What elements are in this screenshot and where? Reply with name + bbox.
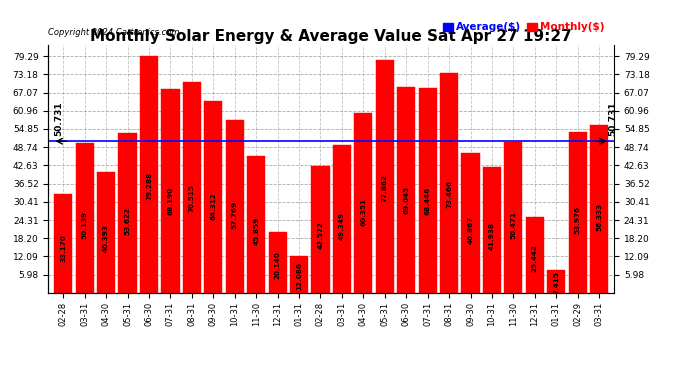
Bar bbox=[140, 56, 158, 292]
Bar bbox=[397, 87, 415, 292]
Bar bbox=[161, 89, 179, 292]
Text: 57.769: 57.769 bbox=[232, 201, 238, 229]
Bar bbox=[590, 124, 608, 292]
Text: 69.045: 69.045 bbox=[403, 186, 409, 214]
Text: 70.515: 70.515 bbox=[189, 184, 195, 212]
Bar bbox=[76, 143, 94, 292]
Text: 50.731: 50.731 bbox=[55, 101, 63, 136]
Bar bbox=[375, 60, 394, 292]
Text: 50.139: 50.139 bbox=[81, 211, 88, 239]
Bar bbox=[226, 120, 244, 292]
Text: 20.140: 20.140 bbox=[275, 252, 281, 279]
Text: 7.415: 7.415 bbox=[553, 271, 559, 294]
Bar bbox=[247, 156, 265, 292]
Bar bbox=[55, 194, 72, 292]
Text: 45.859: 45.859 bbox=[253, 217, 259, 245]
Bar bbox=[419, 88, 437, 292]
Bar bbox=[547, 270, 565, 292]
Bar bbox=[290, 256, 308, 292]
Text: 49.349: 49.349 bbox=[339, 212, 345, 240]
Bar bbox=[440, 74, 458, 292]
Bar bbox=[354, 112, 373, 292]
Text: 56.333: 56.333 bbox=[596, 203, 602, 231]
Title: Monthly Solar Energy & Average Value Sat Apr 27 19:27: Monthly Solar Energy & Average Value Sat… bbox=[90, 29, 572, 44]
Text: 25.442: 25.442 bbox=[532, 244, 538, 272]
Text: 42.572: 42.572 bbox=[317, 221, 324, 249]
Text: 60.351: 60.351 bbox=[360, 198, 366, 225]
Text: 41.938: 41.938 bbox=[489, 222, 495, 250]
Text: 64.312: 64.312 bbox=[210, 192, 217, 220]
Text: 33.170: 33.170 bbox=[60, 234, 66, 262]
Text: 73.466: 73.466 bbox=[446, 180, 452, 208]
Bar bbox=[97, 172, 115, 292]
Text: 77.862: 77.862 bbox=[382, 174, 388, 202]
Bar bbox=[483, 168, 501, 292]
Text: 68.446: 68.446 bbox=[424, 187, 431, 215]
Bar bbox=[311, 165, 330, 292]
Text: 40.393: 40.393 bbox=[104, 224, 109, 252]
Text: 12.086: 12.086 bbox=[296, 262, 302, 290]
Text: 50.471: 50.471 bbox=[511, 211, 516, 239]
Text: 68.190: 68.190 bbox=[168, 187, 173, 215]
Bar bbox=[504, 142, 522, 292]
Text: 46.867: 46.867 bbox=[468, 216, 473, 244]
Legend: Average($), Monthly($): Average($), Monthly($) bbox=[439, 18, 609, 36]
Text: Copyright 2024 Cartronics.com: Copyright 2024 Cartronics.com bbox=[48, 28, 179, 37]
Text: 53.622: 53.622 bbox=[125, 207, 130, 234]
Bar bbox=[462, 153, 480, 292]
Text: 53.976: 53.976 bbox=[575, 206, 581, 234]
Bar bbox=[526, 217, 544, 292]
Bar bbox=[333, 146, 351, 292]
Text: 50.731: 50.731 bbox=[609, 101, 618, 136]
Bar bbox=[119, 133, 137, 292]
Bar bbox=[569, 132, 586, 292]
Bar bbox=[183, 82, 201, 292]
Text: 79.288: 79.288 bbox=[146, 172, 152, 200]
Bar bbox=[204, 101, 222, 292]
Bar bbox=[268, 232, 287, 292]
